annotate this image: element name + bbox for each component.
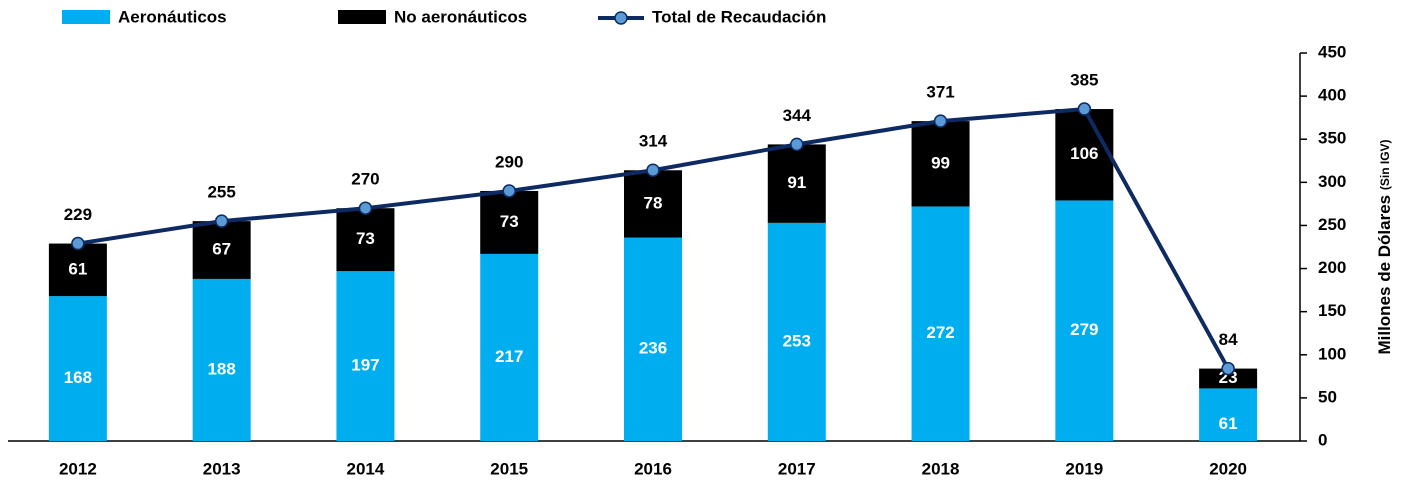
y-tick-label: 0 <box>1318 430 1327 449</box>
y-tick-label: 100 <box>1318 344 1346 363</box>
x-tick-label: 2018 <box>922 459 960 478</box>
legend-label: Total de Recaudación <box>652 7 826 26</box>
data-label: 67 <box>212 240 231 259</box>
total-label: 371 <box>926 83 954 102</box>
total-marker <box>1221 361 1235 376</box>
bar-non-aero <box>1055 109 1114 201</box>
data-label: 253 <box>783 331 811 350</box>
data-label: 272 <box>926 323 954 342</box>
bar-non-aero <box>192 221 251 279</box>
total-marker <box>71 236 85 251</box>
data-label: 61 <box>1219 414 1238 433</box>
data-label: 236 <box>639 339 667 358</box>
x-tick-label: 2015 <box>490 459 528 478</box>
x-tick-label: 2019 <box>1065 459 1103 478</box>
legend-label: No aeronáuticos <box>394 7 527 26</box>
total-label: 290 <box>495 152 523 171</box>
data-label: 78 <box>644 193 663 212</box>
total-marker <box>933 114 948 128</box>
y-axis-label-note: (Sin IGV) <box>1378 139 1392 190</box>
bar-aero <box>1199 388 1258 441</box>
y-tick-label: 250 <box>1318 215 1346 234</box>
legend-swatch <box>614 11 628 25</box>
x-tick-label: 2016 <box>634 459 672 478</box>
total-marker <box>214 214 229 228</box>
bar-aero <box>767 222 826 441</box>
x-tick-label: 2017 <box>778 459 816 478</box>
total-marker <box>646 163 660 178</box>
bar-aero <box>1055 200 1114 441</box>
bar-non-aero <box>767 144 826 223</box>
y-tick-label: 350 <box>1318 129 1346 148</box>
total-label: 255 <box>207 183 235 202</box>
data-label: 106 <box>1070 144 1098 163</box>
bar-non-aero <box>624 170 682 238</box>
legend-swatch <box>338 10 386 24</box>
total-marker <box>502 184 516 198</box>
x-tick-label: 2012 <box>59 459 97 478</box>
y-tick-label: 50 <box>1318 387 1337 406</box>
y-axis-label: Millones de Dólares (Sin IGV) <box>1375 139 1394 354</box>
bar-aero <box>192 278 251 441</box>
total-label: 229 <box>64 205 92 224</box>
total-marker <box>358 201 373 215</box>
x-tick-label: 2014 <box>347 459 385 478</box>
y-tick-label: 300 <box>1318 172 1346 191</box>
y-tick-label: 400 <box>1318 86 1346 105</box>
x-tick-label: 2013 <box>203 459 241 478</box>
data-label: 99 <box>931 153 950 172</box>
bar-aero <box>48 296 107 441</box>
total-marker <box>1077 102 1092 116</box>
data-label: 217 <box>495 347 523 366</box>
bar-non-aero <box>336 208 395 272</box>
legend-label: Aeronáuticos <box>118 7 227 26</box>
total-marker <box>790 137 804 152</box>
total-label: 84 <box>1219 330 1238 349</box>
bar-non-aero <box>48 243 107 297</box>
bar-non-aero <box>1199 368 1258 389</box>
y-tick-label: 150 <box>1318 301 1346 320</box>
total-label: 270 <box>351 170 379 189</box>
y-tick-label: 200 <box>1318 258 1346 277</box>
y-tick-label: 450 <box>1318 42 1346 61</box>
data-label: 168 <box>64 368 92 387</box>
bar-non-aero <box>480 190 539 254</box>
bar-aero <box>336 271 395 441</box>
data-label: 73 <box>356 229 375 248</box>
data-label: 61 <box>68 259 87 278</box>
bar-aero <box>480 253 539 441</box>
bar-aero <box>911 206 970 441</box>
bar-non-aero <box>911 121 970 207</box>
x-tick-label: 2020 <box>1209 459 1247 478</box>
total-label: 385 <box>1070 71 1098 90</box>
data-label: 279 <box>1070 320 1098 339</box>
total-label: 344 <box>783 106 812 125</box>
data-label: 197 <box>351 356 379 375</box>
legend-swatch <box>62 10 110 24</box>
data-label: 73 <box>500 212 519 231</box>
data-label: 188 <box>207 359 235 378</box>
bar-aero <box>624 237 682 441</box>
data-label: 91 <box>787 173 806 192</box>
y-axis-label-main: Millones de Dólares <box>1375 195 1394 355</box>
total-label: 314 <box>639 132 668 151</box>
